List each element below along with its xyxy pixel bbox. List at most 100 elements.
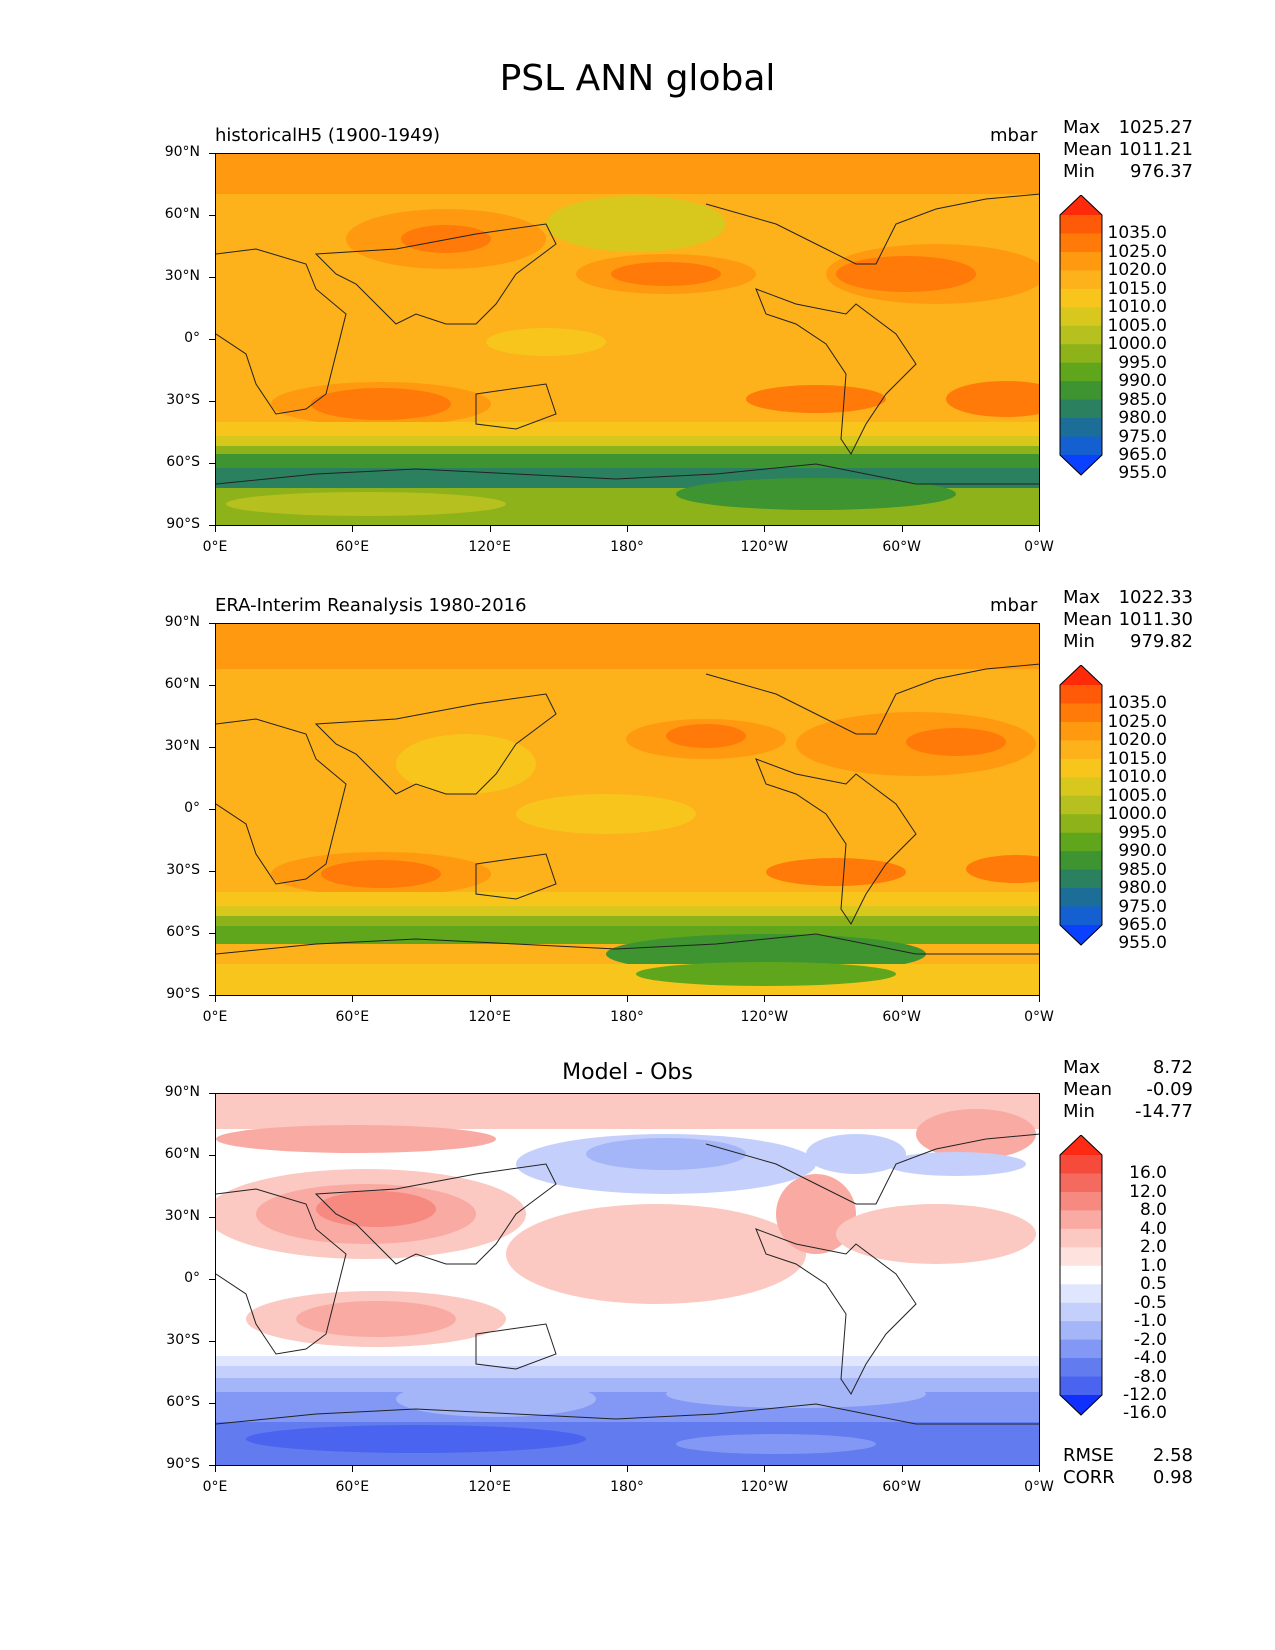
stat-mean: Mean -0.09	[1063, 1079, 1193, 1101]
y-tick-label: 60°N	[164, 206, 200, 222]
colorbar-segment	[1060, 777, 1102, 797]
x-tick	[489, 996, 491, 1002]
colorbar-svg	[1059, 195, 1103, 476]
colorbar-tick-label: 955.0	[1118, 933, 1167, 954]
stat-label: Mean	[1063, 139, 1113, 160]
y-tick	[209, 153, 215, 154]
stat-min: Min -14.77	[1063, 1101, 1193, 1123]
y-tick	[209, 1279, 215, 1280]
colorbar-tick-label: 1015.0	[1107, 278, 1167, 299]
colorbar-tick-label: 1035.0	[1107, 693, 1167, 714]
figure-title: PSL ANN global	[499, 58, 776, 99]
x-tick-label: 60°E	[335, 539, 370, 555]
stat-max: Max 1022.33	[1063, 587, 1193, 609]
colorbar-extend-max	[1060, 665, 1102, 685]
x-tick	[627, 1466, 628, 1472]
colorbar-tick-label: 980.0	[1118, 878, 1167, 899]
colorbar-segment	[1060, 325, 1102, 345]
y-tick	[209, 809, 215, 810]
y-tick-label: 90°S	[166, 516, 200, 532]
y-tick	[209, 995, 215, 996]
metric-label: RMSE	[1063, 1445, 1114, 1466]
colorbar-segment	[1060, 1228, 1102, 1248]
y-tick-label: 30°N	[164, 738, 200, 754]
colorbar-segment	[1060, 888, 1102, 908]
stat-value: 8.72	[1152, 1057, 1193, 1078]
y-tick-label: 90°S	[166, 986, 200, 1002]
colorbar-tick-label: 8.0	[1139, 1200, 1167, 1221]
x-tick	[901, 526, 903, 532]
colorbar-segment	[1060, 1210, 1102, 1230]
y-tick	[209, 1403, 215, 1404]
colorbar-segment	[1060, 1376, 1102, 1396]
metric-label: CORR	[1063, 1467, 1115, 1488]
colorbar-segment	[1060, 251, 1102, 271]
y-tick-label: 30°N	[164, 1208, 200, 1224]
x-tick-label: 60°E	[335, 1009, 370, 1025]
colorbar-outline	[1059, 1135, 1103, 1416]
colorbar-segment	[1060, 758, 1102, 778]
colorbar-segment	[1060, 1247, 1102, 1267]
colorbar-tick-label: 1000.0	[1107, 334, 1167, 355]
stat-max: Max 8.72	[1063, 1057, 1193, 1079]
colorbar-labels: 1035.0 1025.0 1020.0 1015.0 1010.0 1005.0 1000…	[1100, 195, 1190, 495]
x-tick	[1039, 1466, 1040, 1472]
stat-label: Max	[1063, 117, 1101, 138]
y-tick-label: 0°	[184, 800, 200, 816]
colorbar-segment	[1060, 233, 1102, 253]
x-tick	[1039, 526, 1040, 532]
colorbar-segment	[1060, 436, 1102, 456]
colorbar-tick-label: 1025.0	[1107, 241, 1167, 262]
y-tick-label: 30°S	[166, 392, 200, 408]
x-tick-label: 60°W	[882, 539, 921, 555]
stat-value: 1022.33	[1118, 587, 1193, 608]
colorbar	[1058, 195, 1108, 495]
colorbar-segment	[1060, 381, 1102, 401]
colorbar-tick-label: 995.0	[1118, 822, 1167, 843]
x-tick-label: 120°W	[740, 1009, 789, 1025]
y-tick	[209, 747, 215, 748]
x-tick-label: 0°W	[1024, 1009, 1054, 1025]
y-tick-label: 60°N	[164, 676, 200, 692]
colorbar-segment	[1060, 906, 1102, 926]
colorbar-segment	[1060, 288, 1102, 308]
obs-stats: Max 1022.33 Mean 1011.30 Min 979.82	[1063, 587, 1193, 653]
y-tick-label: 30°S	[166, 1332, 200, 1348]
x-tick	[352, 1466, 354, 1472]
y-tick-label: 0°	[184, 1270, 200, 1286]
colorbar-labels: 16.0 12.0 8.0 4.0 2.0 1.0 0.5 -0.5 -1.0 -2.0 -4.0-…	[1100, 1135, 1190, 1435]
colorbar	[1058, 1135, 1108, 1435]
y-tick-label: 60°N	[164, 1146, 200, 1162]
y-tick-label: 90°N	[164, 614, 200, 630]
stat-label: Mean	[1063, 609, 1113, 630]
metric-value: 0.98	[1152, 1467, 1193, 1488]
colorbar-extend-max	[1060, 1135, 1102, 1155]
colorbar-tick-label: 2.0	[1139, 1237, 1167, 1258]
y-tick-label: 30°S	[166, 862, 200, 878]
y-tick	[209, 623, 215, 624]
panel-center-title: Model - Obs	[562, 1060, 693, 1085]
colorbar-tick-label: 985.0	[1118, 859, 1167, 880]
metric-value: 2.58	[1152, 1445, 1193, 1466]
stat-mean: Mean 1011.30	[1063, 609, 1193, 631]
colorbar-svg	[1059, 665, 1103, 946]
stat-max: Max 1025.27	[1063, 117, 1193, 139]
colorbar-segment	[1060, 1155, 1102, 1174]
y-tick	[209, 1217, 215, 1218]
y-tick	[209, 871, 215, 872]
colorbar-extend-max	[1060, 195, 1102, 215]
colorbar-tick-label: 1025.0	[1107, 711, 1167, 732]
y-tick-label: 90°N	[164, 1084, 200, 1100]
colorbar-tick-label: -16.0	[1123, 1403, 1167, 1424]
colorbar-labels: 1035.0 1025.0 1020.0 1015.0 1010.0 1005.0 1000…	[1100, 665, 1190, 965]
y-tick	[209, 1093, 215, 1094]
colorbar-tick-label: 965.0	[1118, 915, 1167, 935]
x-tick-label: 120°W	[740, 539, 789, 555]
model-panel: historicalH5 (1900-1949) mbar	[0, 115, 1275, 585]
y-tick-label: 90°S	[166, 1456, 200, 1472]
stat-value: -0.09	[1146, 1079, 1193, 1100]
colorbar-tick-label: 12.0	[1129, 1181, 1167, 1202]
y-tick	[209, 463, 215, 464]
y-tick	[209, 1155, 215, 1156]
diff-stats: Max 8.72 Mean -0.09 Min -14.77	[1063, 1057, 1193, 1123]
